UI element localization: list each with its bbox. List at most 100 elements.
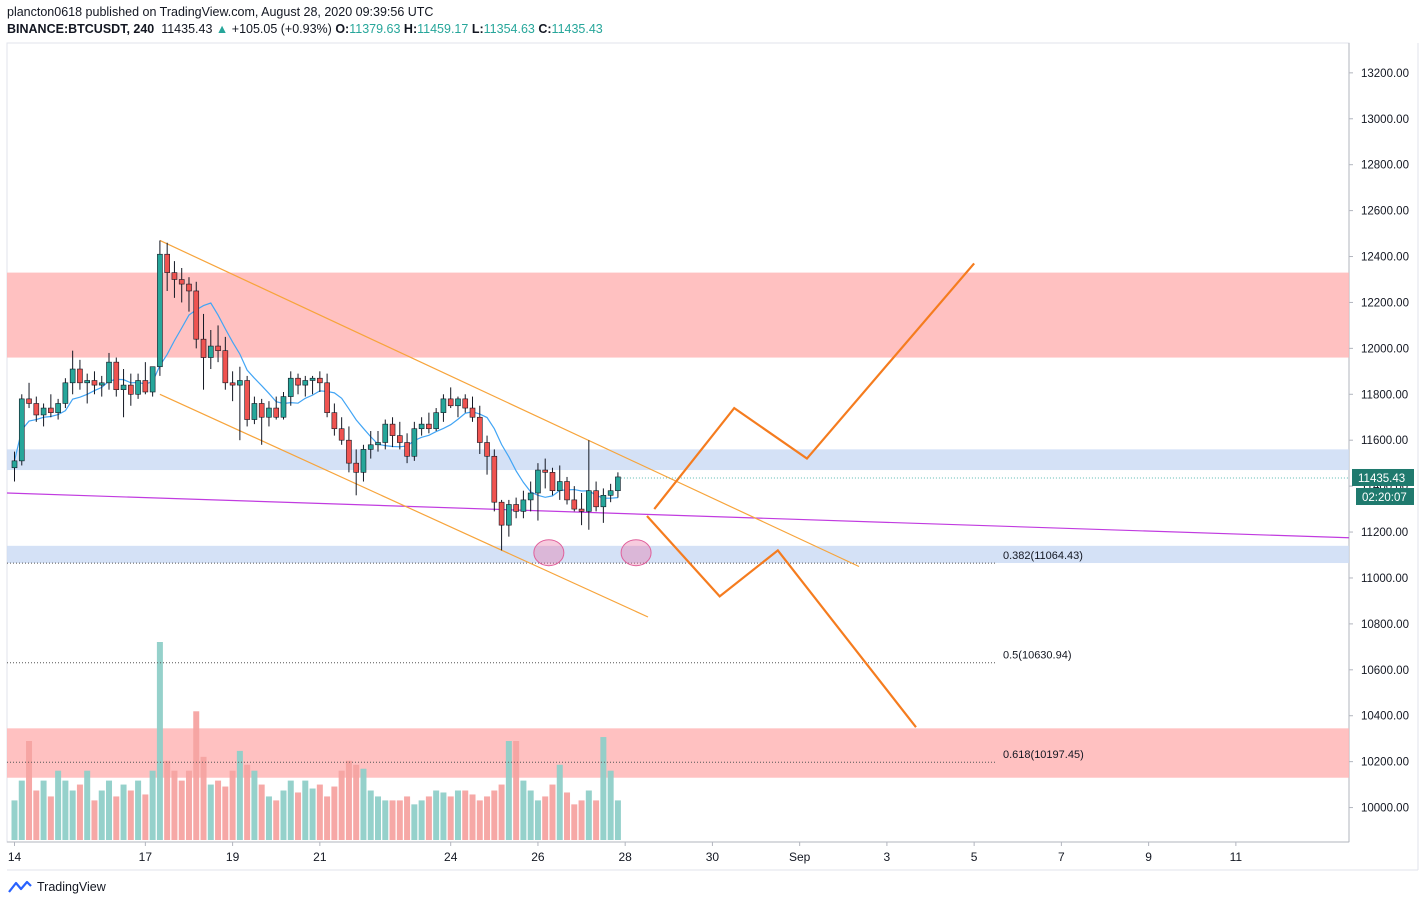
candle-body[interactable]: [367, 444, 374, 450]
candle-body[interactable]: [593, 490, 599, 508]
candle-body[interactable]: [411, 428, 418, 457]
candle-body[interactable]: [91, 380, 98, 386]
tradingview-logo-icon[interactable]: [8, 880, 32, 894]
candle-body[interactable]: [564, 481, 570, 501]
support-zone: [7, 545, 1349, 564]
candle-body[interactable]: [455, 398, 461, 407]
candle-body[interactable]: [476, 416, 483, 443]
candle-body[interactable]: [186, 283, 192, 292]
candle-body[interactable]: [615, 476, 621, 492]
candle-body[interactable]: [178, 279, 185, 285]
candle-body[interactable]: [426, 423, 432, 430]
candle-body[interactable]: [244, 380, 250, 420]
candle-body[interactable]: [128, 384, 134, 395]
volume-bar: [418, 800, 425, 840]
close-value: 11435.43: [551, 22, 603, 36]
volume-bar: [513, 741, 520, 840]
candle-body[interactable]: [48, 407, 54, 413]
candle-body[interactable]: [200, 338, 207, 358]
candle-body[interactable]: [171, 272, 178, 280]
candle-body[interactable]: [586, 490, 592, 512]
candle-body[interactable]: [513, 504, 519, 512]
time-tick-label: 21: [313, 850, 327, 864]
candle-body[interactable]: [600, 495, 607, 508]
last-price-label: 11435.43: [1358, 473, 1405, 485]
candle-body[interactable]: [237, 380, 243, 386]
price-tick-label: 12000.00: [1361, 343, 1409, 355]
candle-body[interactable]: [258, 403, 265, 418]
candle-body[interactable]: [556, 481, 563, 492]
candle-body[interactable]: [287, 377, 294, 397]
bearish-projection-path: [646, 515, 917, 728]
candle-body[interactable]: [222, 350, 229, 384]
candle-body[interactable]: [389, 423, 396, 436]
candle-body[interactable]: [62, 382, 69, 404]
candle-body[interactable]: [375, 442, 381, 446]
candle-body[interactable]: [266, 407, 272, 418]
candle-body[interactable]: [207, 345, 214, 358]
candle-body[interactable]: [309, 377, 316, 381]
candle-body[interactable]: [360, 449, 367, 473]
candle-body[interactable]: [302, 380, 309, 386]
candle-body[interactable]: [498, 501, 505, 526]
candle-body[interactable]: [491, 455, 498, 503]
candle-body[interactable]: [346, 439, 352, 464]
candle-body[interactable]: [484, 442, 490, 457]
candle-body[interactable]: [11, 460, 18, 469]
candle-body[interactable]: [607, 490, 614, 496]
candle-body[interactable]: [535, 469, 541, 494]
candle-body[interactable]: [331, 412, 338, 430]
candle-body[interactable]: [120, 384, 127, 390]
time-tick-label: 19: [226, 850, 240, 864]
candle-body[interactable]: [142, 380, 149, 393]
candle-body[interactable]: [447, 398, 454, 407]
candle-body[interactable]: [157, 253, 163, 368]
candle-body[interactable]: [26, 398, 32, 404]
candle-body[interactable]: [382, 423, 389, 443]
candle-body[interactable]: [418, 423, 425, 430]
candle-body[interactable]: [353, 462, 359, 473]
candle-body[interactable]: [280, 396, 287, 418]
candle-body[interactable]: [542, 469, 549, 473]
candle-body[interactable]: [506, 504, 512, 526]
candle-body[interactable]: [273, 407, 280, 418]
candle-body[interactable]: [440, 398, 447, 413]
candle-body[interactable]: [251, 403, 258, 420]
low-marker-ellipse: [533, 539, 565, 567]
candle-body[interactable]: [84, 380, 90, 384]
candle-body[interactable]: [433, 412, 439, 430]
candle-body[interactable]: [338, 428, 345, 441]
candle-body[interactable]: [571, 499, 578, 510]
candle-body[interactable]: [404, 442, 410, 457]
candle-body[interactable]: [33, 403, 40, 416]
candle-body[interactable]: [295, 377, 301, 386]
candle-body[interactable]: [397, 435, 403, 443]
candle-body[interactable]: [193, 290, 200, 340]
candle-body[interactable]: [106, 361, 112, 384]
candle-body[interactable]: [520, 499, 527, 512]
candle-body[interactable]: [77, 368, 83, 384]
volume-bar: [375, 796, 381, 840]
candle-body[interactable]: [324, 382, 330, 413]
candle-body[interactable]: [40, 407, 47, 416]
candle-body[interactable]: [215, 345, 221, 351]
time-tick-label: 5: [971, 850, 978, 864]
candle-body[interactable]: [578, 508, 585, 512]
candle-body[interactable]: [469, 407, 476, 418]
price-chart[interactable]: 0.382(11064.43) 0.5(10630.94) 0.618(10197.…: [0, 0, 1425, 880]
candle-body[interactable]: [18, 398, 25, 462]
candle-body[interactable]: [527, 492, 534, 501]
candle-body[interactable]: [164, 253, 170, 273]
trendline: [6, 492, 1350, 539]
candle-body[interactable]: [113, 361, 120, 390]
candle-body[interactable]: [69, 368, 76, 384]
candle-body[interactable]: [135, 380, 141, 395]
candle-body[interactable]: [149, 366, 156, 393]
tradingview-brand[interactable]: TradingView: [37, 880, 106, 894]
candle-body[interactable]: [98, 382, 105, 386]
candle-body[interactable]: [549, 472, 556, 492]
candle-body[interactable]: [229, 382, 236, 386]
candle-body[interactable]: [317, 377, 323, 384]
candle-body[interactable]: [55, 403, 61, 413]
candle-body[interactable]: [462, 398, 469, 409]
